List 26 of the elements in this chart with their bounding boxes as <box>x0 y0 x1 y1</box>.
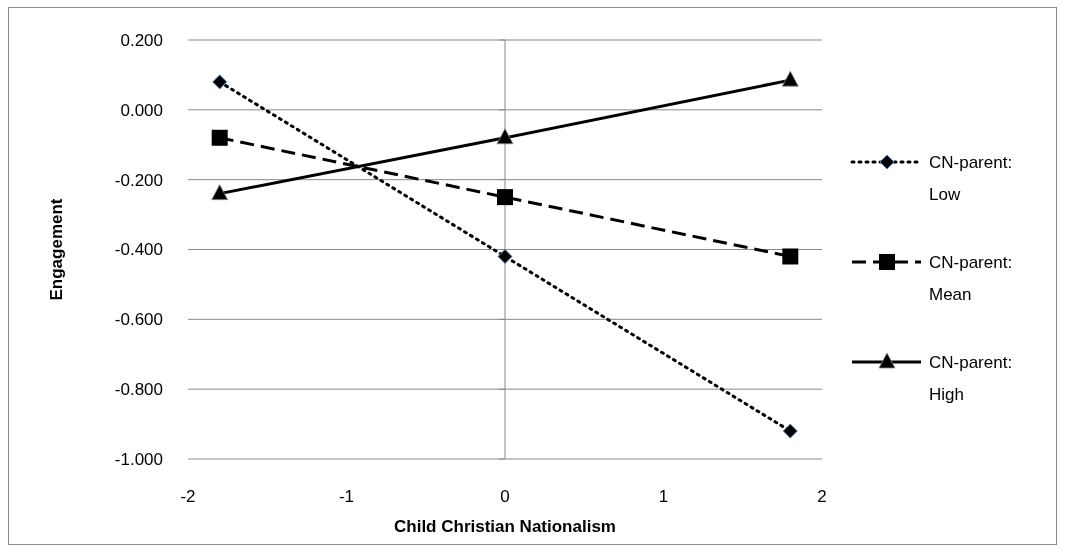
point <box>782 423 798 439</box>
y-axis-title: Engagement <box>47 198 66 301</box>
y-tick-label: -0.800 <box>114 380 163 400</box>
x-tick-label: 2 <box>817 487 827 506</box>
y-tick-label: -0.600 <box>114 310 163 330</box>
point <box>497 248 513 264</box>
y-tick-label: -0.400 <box>114 240 163 260</box>
x-tick-label: 0 <box>500 487 510 506</box>
legend-label: CN-parent: Mean <box>929 252 1013 305</box>
y-tick-label: -1.000 <box>114 449 163 469</box>
point <box>496 128 514 145</box>
point <box>212 74 228 90</box>
point <box>497 189 513 206</box>
point <box>211 184 229 201</box>
point <box>782 248 799 265</box>
y-tick-label: 0.200 <box>120 30 163 50</box>
point <box>211 129 228 146</box>
y-tick-label: 0.000 <box>120 100 163 120</box>
legend-label: CN-parent: Low <box>929 152 1013 205</box>
legend-label: CN-parent: High <box>929 352 1013 405</box>
x-tick-label: -1 <box>338 487 355 506</box>
x-tick-label: -2 <box>180 487 196 506</box>
x-tick-label: 1 <box>658 487 669 506</box>
point <box>781 70 799 87</box>
x-axis-title: Child Christian Nationalism <box>394 517 616 536</box>
y-tick-label: -0.200 <box>114 170 163 190</box>
